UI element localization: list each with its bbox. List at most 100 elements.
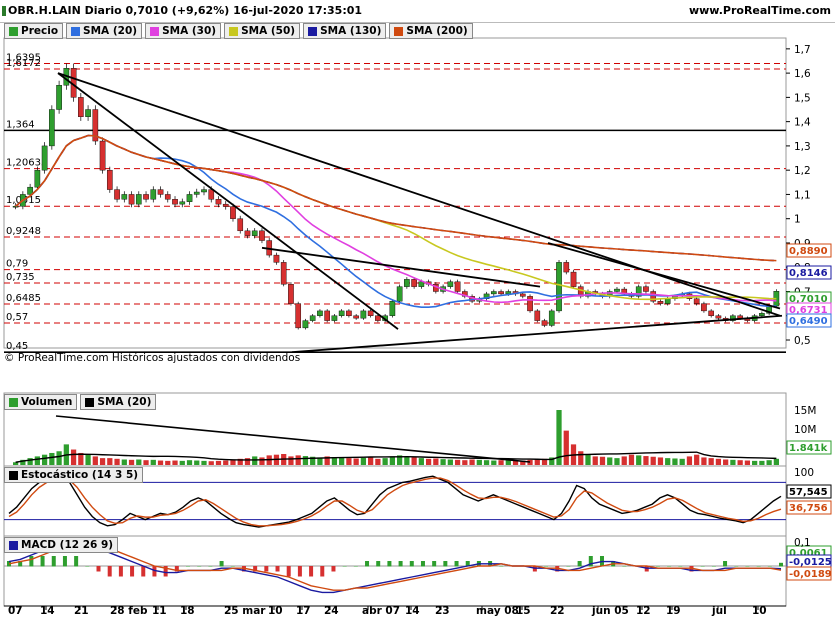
x-tick-label: jul xyxy=(711,605,727,617)
volume-bar xyxy=(27,458,33,465)
candle-body xyxy=(346,310,352,316)
volume-bar xyxy=(368,457,374,465)
volume-bar xyxy=(657,457,664,465)
candle-body xyxy=(404,279,410,287)
volume-bar xyxy=(650,456,656,465)
macd-hist-bar xyxy=(353,566,358,567)
y-tick-label: 0,5 xyxy=(794,335,811,347)
volume-bar xyxy=(201,460,207,465)
value-box xyxy=(786,500,832,515)
y-tick-label: 1,4 xyxy=(794,117,811,129)
macd-swatch xyxy=(9,540,18,550)
value-box-label: 0,6731 xyxy=(789,305,828,316)
candle-body xyxy=(367,310,374,316)
level-label: 0,735 xyxy=(6,272,35,283)
candle-body xyxy=(41,145,48,171)
volume-bar xyxy=(534,459,540,465)
macd-hist-bar xyxy=(734,566,739,567)
candle-body xyxy=(78,97,84,117)
volume-bar xyxy=(636,455,642,465)
legend-swatch xyxy=(150,26,160,36)
volume-bar xyxy=(56,451,62,465)
candle-body xyxy=(664,298,671,304)
macd-hist-bar xyxy=(174,566,179,572)
volume-bar xyxy=(215,460,222,465)
candle-body xyxy=(186,194,193,202)
site-link[interactable]: www.ProRealTime.com xyxy=(688,4,831,17)
value-box-label: 57,545 xyxy=(789,487,828,498)
candle-body xyxy=(338,310,345,316)
y-tick-label: 1,6 xyxy=(794,68,811,80)
level-label: 0,9248 xyxy=(6,226,41,237)
volume-bar xyxy=(397,455,403,465)
stoch-label: Estocástico (14 3 5) xyxy=(21,469,139,481)
candle-body xyxy=(215,199,222,205)
candle-body xyxy=(49,109,55,147)
candle-body xyxy=(635,286,642,297)
volume-bar xyxy=(491,460,497,465)
volume-bar xyxy=(41,454,48,465)
candle-body xyxy=(222,203,229,207)
volume-bar xyxy=(512,460,519,465)
macd-hist-bar xyxy=(387,561,392,567)
stoch-d-line xyxy=(8,477,782,527)
volume-bar xyxy=(302,456,309,465)
candle-body xyxy=(193,191,200,195)
macd-hist-bar xyxy=(197,566,202,567)
legend-price: Precio xyxy=(4,23,64,39)
volume-legend: Volumen SMA (20) xyxy=(4,394,157,410)
value-box xyxy=(786,566,832,581)
candle-body xyxy=(244,230,251,236)
candle-body xyxy=(708,310,714,316)
chart-title: OBR.H.LAIN Diario 0,7010 (+9,62%) 16-jul… xyxy=(8,4,363,17)
macd-hist-bar xyxy=(85,566,90,567)
candle-body xyxy=(353,315,359,319)
volume-bar xyxy=(541,458,548,465)
volume-label: Volumen xyxy=(21,396,73,408)
candle-body xyxy=(331,315,338,321)
volume-bar xyxy=(194,460,200,465)
volume-bar xyxy=(208,461,214,465)
level-label: 1,364 xyxy=(6,119,35,130)
level-label: 0,45 xyxy=(6,341,28,352)
trend-line xyxy=(57,72,399,330)
volume-bar xyxy=(230,459,236,465)
macd-hist-bar xyxy=(74,556,79,567)
macd-tick-label: 0,1 xyxy=(794,537,811,549)
macd-hist-bar xyxy=(18,561,23,567)
candle-body xyxy=(447,281,454,287)
volume-bar xyxy=(643,456,649,465)
volume-bar xyxy=(99,458,106,465)
value-box xyxy=(786,243,832,258)
macd-hist-bar xyxy=(96,566,101,572)
x-tick-label: 28 feb xyxy=(110,605,148,617)
candle-body xyxy=(418,281,425,287)
candle-body xyxy=(693,298,700,304)
candle-body xyxy=(172,199,178,205)
volume-sma-label: SMA (20) xyxy=(97,396,152,408)
candle-body xyxy=(295,303,302,329)
y-tick-label: 1,2 xyxy=(794,165,811,177)
candle-body xyxy=(396,286,403,302)
candle-body xyxy=(490,291,497,295)
macd-hist-bar xyxy=(622,566,627,567)
candle-body xyxy=(527,296,533,312)
y-tick-label: 1,1 xyxy=(794,189,811,201)
price-legend: Precio SMA (20) SMA (30) SMA (50) SMA (130) S… xyxy=(4,23,473,39)
x-tick-label: 11 xyxy=(152,605,167,617)
macd-hist-bar xyxy=(756,566,761,567)
value-box-label: 1.841k xyxy=(789,443,828,454)
volume-bar xyxy=(563,430,569,465)
volume-bar xyxy=(723,459,729,465)
volume-bar xyxy=(295,455,301,465)
macd-hist-bar xyxy=(163,566,168,577)
volume-bar xyxy=(339,457,345,465)
volume-bar xyxy=(237,458,243,465)
legend-swatch xyxy=(308,26,318,36)
volume-bar xyxy=(157,460,164,465)
macd-hist-bar xyxy=(432,561,437,567)
value-box xyxy=(786,484,832,499)
legend-swatch xyxy=(9,26,18,36)
candle-body xyxy=(288,284,294,304)
